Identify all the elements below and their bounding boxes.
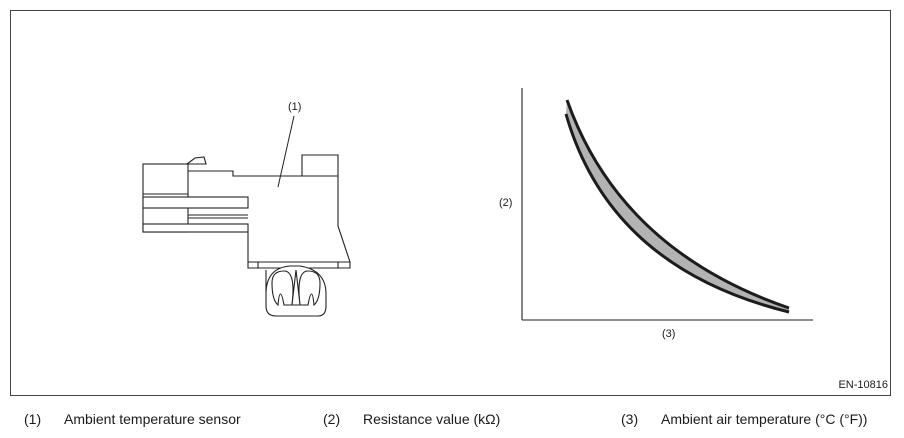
legend-num: (2) (323, 411, 341, 427)
tolerance-band (566, 100, 789, 312)
x-axis-callout: (3) (662, 328, 675, 340)
resistance-curve-lower (564, 113, 790, 314)
legend-num: (3) (621, 411, 639, 427)
y-axis-callout: (2) (499, 197, 512, 209)
figure-illustration: (1) (2) (3) (142, 88, 813, 340)
legend: (1) Ambient temperature sensor (2) Resis… (0, 411, 904, 433)
legend-num: (1) (24, 411, 42, 427)
figure-id: EN-10816 (838, 379, 888, 391)
legend-text: Ambient temperature sensor (64, 411, 241, 427)
legend-text: Resistance value (kΩ) (363, 411, 501, 427)
ambient-temperature-sensor-drawing (142, 115, 351, 317)
legend-text: Ambient air temperature (°C (°F)) (661, 411, 868, 427)
resistance-graph (521, 88, 813, 321)
resistance-curve-upper (565, 99, 790, 310)
sensor-callout: (1) (288, 101, 301, 113)
